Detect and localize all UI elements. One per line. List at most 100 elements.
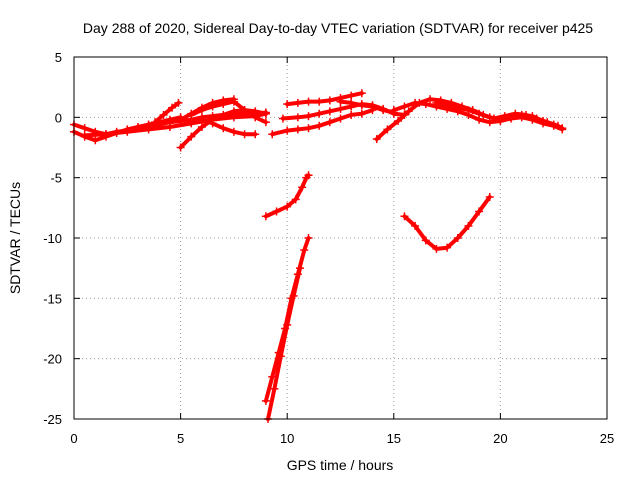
data-point: [293, 113, 302, 122]
data-point: [539, 116, 548, 125]
series-pass-4: [153, 100, 181, 125]
data-point: [291, 195, 300, 204]
data-point: [293, 125, 302, 134]
data-point: [432, 98, 441, 107]
y-tick-label: -10: [43, 231, 62, 246]
data-point: [411, 98, 420, 107]
data-point: [123, 127, 132, 136]
data-point: [283, 202, 292, 211]
data-point: [219, 124, 228, 133]
data-point: [315, 109, 324, 118]
data-point: [315, 97, 324, 106]
data-point: [443, 101, 452, 110]
data-point: [187, 119, 196, 128]
data-point: [304, 124, 313, 133]
data-point: [325, 96, 334, 105]
data-point: [208, 119, 217, 128]
data-point: [411, 221, 420, 230]
x-tick-label: 20: [493, 431, 507, 446]
data-point: [283, 320, 292, 329]
data-point: [176, 143, 185, 152]
y-tick-label: -25: [43, 412, 62, 427]
data-point: [261, 212, 270, 221]
series-pass-18: [266, 266, 302, 421]
data-point: [336, 97, 345, 106]
data-point: [261, 396, 270, 405]
data-point: [80, 124, 89, 133]
axis-ticks: 0 5 10 15 20 25 -25 -20 -15 -10 -5 0 5: [43, 50, 614, 446]
data-point: [347, 91, 356, 100]
data-point: [229, 107, 238, 116]
data-point: [336, 104, 345, 113]
data-point: [272, 207, 281, 216]
data-point: [432, 244, 441, 253]
data-point: [485, 192, 494, 201]
data-point: [453, 103, 462, 112]
y-tick-label: -5: [50, 171, 62, 186]
data-point: [159, 110, 168, 119]
data-point: [357, 89, 366, 98]
series-pass-19: [402, 195, 492, 251]
data-point: [347, 110, 356, 119]
data-point: [229, 97, 238, 106]
data-point: [91, 136, 100, 145]
data-point: [558, 124, 567, 133]
data-point: [389, 106, 398, 115]
data-point: [240, 130, 249, 139]
data-point: [379, 106, 388, 115]
data-point: [368, 102, 377, 111]
data-point: [208, 102, 217, 111]
data-point: [485, 113, 494, 122]
data-point: [80, 131, 89, 140]
y-tick-label: -20: [43, 352, 62, 367]
data-point: [165, 122, 174, 131]
data-point: [174, 98, 183, 107]
data-point: [261, 109, 270, 118]
data-point: [251, 113, 260, 122]
data-point: [304, 234, 313, 242]
y-tick-label: 5: [55, 50, 62, 65]
data-point: [528, 112, 537, 121]
data-point: [197, 115, 206, 124]
data-point: [229, 127, 238, 136]
data-point: [426, 95, 435, 104]
data-point: [101, 130, 110, 139]
data-point: [336, 114, 345, 123]
data-point: [404, 107, 413, 116]
data-point: [283, 126, 292, 135]
data-point: [475, 207, 484, 216]
data-point: [268, 130, 277, 139]
data-point: [176, 115, 185, 124]
x-tick-label: 25: [600, 431, 614, 446]
data-point: [295, 264, 304, 273]
data-point: [270, 384, 279, 393]
data-point: [276, 352, 285, 361]
data-point: [298, 183, 307, 192]
x-tick-label: 0: [70, 431, 77, 446]
series-pass-9: [270, 108, 375, 137]
data-point: [421, 100, 430, 109]
data-point: [549, 120, 558, 129]
data-point: [187, 132, 196, 141]
data-point: [325, 107, 334, 116]
data-point: [187, 110, 196, 119]
data-point: [421, 236, 430, 245]
x-axis-label: GPS time / hours: [287, 457, 394, 473]
x-tick-label: 15: [387, 431, 401, 446]
data-point: [400, 212, 409, 221]
data-point: [383, 125, 392, 134]
data-point: [304, 112, 313, 121]
chart-title: Day 288 of 2020, Sidereal Day-to-day VTE…: [83, 20, 593, 36]
series-pass-8: [199, 117, 258, 137]
data-point: [347, 98, 356, 107]
data-point: [289, 291, 298, 300]
data-point: [507, 113, 516, 122]
data-point: [240, 106, 249, 115]
data-point: [496, 115, 505, 124]
data-point: [261, 118, 270, 127]
y-tick-label: 0: [55, 110, 62, 125]
data-point: [144, 125, 153, 134]
data-series: [70, 89, 567, 423]
data-point: [464, 106, 473, 115]
